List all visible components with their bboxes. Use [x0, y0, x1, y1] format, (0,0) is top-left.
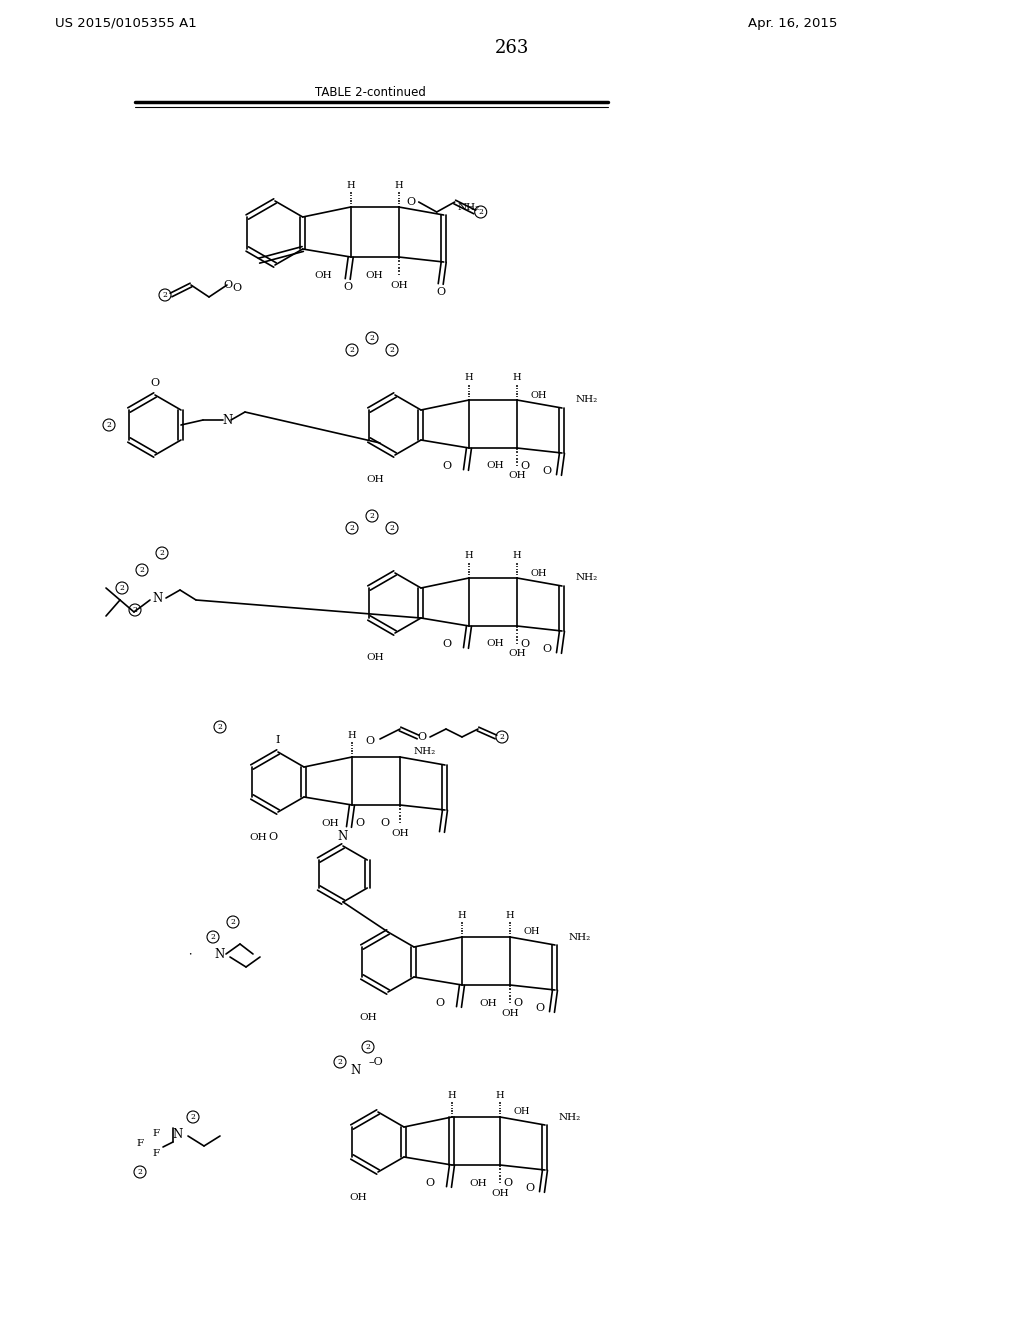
Text: H: H — [394, 181, 403, 190]
Text: OH: OH — [514, 1107, 530, 1117]
Text: 2: 2 — [163, 290, 168, 300]
Text: O: O — [536, 1003, 545, 1012]
Text: OH: OH — [492, 1188, 509, 1197]
Text: O: O — [232, 282, 242, 293]
Text: 2: 2 — [370, 334, 375, 342]
Text: 2: 2 — [349, 524, 354, 532]
Text: O: O — [442, 639, 452, 649]
Text: 2: 2 — [132, 606, 137, 614]
Text: OH: OH — [391, 829, 409, 837]
Text: OH: OH — [508, 471, 525, 480]
Text: O: O — [418, 733, 427, 742]
Text: OH: OH — [531, 569, 548, 578]
Text: O: O — [543, 466, 552, 477]
Text: OH: OH — [486, 462, 504, 470]
Text: OH: OH — [501, 1008, 519, 1018]
Text: 2: 2 — [190, 1113, 196, 1121]
Text: 2: 2 — [160, 549, 165, 557]
Text: OH: OH — [249, 833, 267, 842]
Text: I: I — [275, 735, 281, 744]
Text: 263: 263 — [495, 40, 529, 57]
Text: H: H — [465, 552, 473, 561]
Text: OH: OH — [469, 1179, 486, 1188]
Text: •: • — [188, 952, 191, 957]
Text: –O: –O — [369, 1057, 383, 1067]
Text: OH: OH — [365, 271, 383, 280]
Text: H: H — [465, 374, 473, 383]
Text: NH₂: NH₂ — [575, 573, 598, 582]
Text: O: O — [435, 998, 444, 1008]
Text: O: O — [343, 282, 352, 292]
Text: OH: OH — [531, 391, 548, 400]
Text: H: H — [348, 730, 356, 739]
Text: 2: 2 — [217, 723, 222, 731]
Text: OH: OH — [479, 998, 497, 1007]
Text: 2: 2 — [478, 209, 483, 216]
Text: OH: OH — [524, 928, 541, 936]
Text: N: N — [153, 591, 163, 605]
Text: N: N — [338, 829, 348, 842]
Text: 2: 2 — [349, 346, 354, 354]
Text: O: O — [543, 644, 552, 653]
Text: O: O — [407, 197, 416, 207]
Text: N: N — [351, 1064, 361, 1077]
Text: OH: OH — [367, 653, 384, 663]
Text: O: O — [268, 832, 278, 842]
Text: O: O — [520, 461, 529, 471]
Text: 2: 2 — [500, 733, 505, 741]
Text: O: O — [425, 1177, 434, 1188]
Text: O: O — [224, 280, 233, 290]
Text: O: O — [513, 998, 522, 1008]
Text: 2: 2 — [389, 524, 394, 532]
Text: OH: OH — [367, 475, 384, 484]
Text: N: N — [223, 413, 233, 426]
Text: NH₂: NH₂ — [414, 747, 436, 756]
Text: O: O — [355, 818, 365, 828]
Text: O: O — [442, 461, 452, 471]
Text: US 2015/0105355 A1: US 2015/0105355 A1 — [55, 16, 197, 29]
Text: O: O — [366, 737, 375, 746]
Text: F: F — [136, 1139, 143, 1148]
Text: N: N — [215, 948, 225, 961]
Text: NH₂: NH₂ — [575, 396, 598, 404]
Text: NH₂: NH₂ — [458, 202, 480, 211]
Text: 2: 2 — [137, 1168, 142, 1176]
Text: H: H — [447, 1090, 457, 1100]
Text: O: O — [520, 639, 529, 649]
Text: OH: OH — [322, 818, 339, 828]
Text: F: F — [153, 1150, 160, 1159]
Text: 2: 2 — [389, 346, 394, 354]
Text: O: O — [504, 1177, 513, 1188]
Text: OH: OH — [359, 1012, 377, 1022]
Text: 2: 2 — [211, 933, 215, 941]
Text: H: H — [458, 911, 466, 920]
Text: O: O — [151, 378, 160, 388]
Text: 2: 2 — [120, 583, 125, 591]
Text: 2: 2 — [366, 1043, 371, 1051]
Text: NH₂: NH₂ — [569, 932, 591, 941]
Text: 2: 2 — [370, 512, 375, 520]
Text: OH: OH — [486, 639, 504, 648]
Text: 2: 2 — [230, 917, 236, 927]
Text: N: N — [173, 1127, 183, 1140]
Text: O: O — [436, 286, 445, 297]
Text: H: H — [496, 1090, 504, 1100]
Text: OH: OH — [508, 649, 525, 659]
Text: 2: 2 — [106, 421, 112, 429]
Text: TABLE 2-continued: TABLE 2-continued — [314, 86, 425, 99]
Text: NH₂: NH₂ — [559, 1113, 582, 1122]
Text: OH: OH — [390, 281, 408, 289]
Text: H: H — [506, 911, 514, 920]
Text: H: H — [346, 181, 355, 190]
Text: H: H — [513, 552, 521, 561]
Text: OH: OH — [314, 271, 332, 280]
Text: 2: 2 — [338, 1059, 342, 1067]
Text: 2: 2 — [139, 566, 144, 574]
Text: Apr. 16, 2015: Apr. 16, 2015 — [748, 16, 838, 29]
Text: F: F — [153, 1130, 160, 1138]
Text: O: O — [525, 1183, 535, 1193]
Text: O: O — [381, 818, 389, 828]
Text: OH: OH — [349, 1192, 367, 1201]
Text: H: H — [513, 374, 521, 383]
